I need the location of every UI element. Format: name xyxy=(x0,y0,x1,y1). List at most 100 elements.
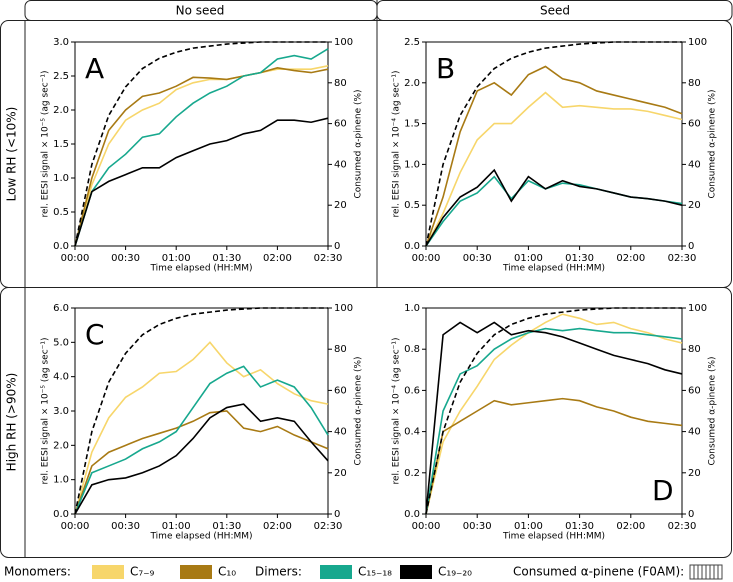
y2-tick-label: 80 xyxy=(334,78,347,89)
series-line xyxy=(74,410,329,515)
row-box xyxy=(0,20,732,288)
y2-tick-label: 20 xyxy=(334,200,347,211)
y-tick-label: 0.6 xyxy=(404,385,420,396)
legend-group-label: Dimers: xyxy=(255,565,302,579)
x-tick-label: 02:30 xyxy=(314,253,343,264)
y2-tick-label: 20 xyxy=(688,468,701,479)
series-line xyxy=(425,65,683,247)
y-axis-label: rel. EESI signal × 10⁻⁴ (ag sec⁻¹) xyxy=(392,70,402,217)
x-tick-label: 00:00 xyxy=(412,521,441,532)
series-line xyxy=(74,117,329,247)
y-tick-label: 0.0 xyxy=(404,241,420,252)
series-line xyxy=(425,168,683,247)
y2-tick-label: 80 xyxy=(334,344,347,355)
legend-label: C₁₀ xyxy=(218,565,236,579)
x-tick-label: 00:00 xyxy=(61,521,90,532)
x-tick-label: 02:30 xyxy=(668,253,697,264)
x-tick-label: 00:00 xyxy=(61,253,90,264)
x-tick-label: 00:30 xyxy=(463,521,492,532)
x-tick-label: 02:00 xyxy=(616,253,645,264)
panel-label: A xyxy=(85,52,104,85)
consumed-line xyxy=(425,41,682,247)
series-line xyxy=(425,321,683,515)
series-line xyxy=(425,91,683,247)
y2-tick-label: 40 xyxy=(688,159,701,170)
y2-tick-label: 100 xyxy=(334,37,353,48)
y-tick-label: 0.8 xyxy=(404,344,420,355)
x-tick-label: 00:00 xyxy=(412,253,441,264)
y2-axis-label: Consumed α-pinene (%) xyxy=(354,356,364,465)
x-tick-label: 01:00 xyxy=(514,253,543,264)
y-tick-label: 3.0 xyxy=(53,406,69,417)
series-line xyxy=(74,65,329,247)
y-tick-label: 4.0 xyxy=(53,372,69,383)
x-tick-label: 00:30 xyxy=(111,521,140,532)
consumed-line xyxy=(425,307,682,515)
series-line xyxy=(425,313,683,515)
legend-swatch xyxy=(400,565,432,579)
legend-swatch xyxy=(180,565,212,579)
y2-tick-label: 40 xyxy=(334,427,347,438)
x-tick-label: 00:30 xyxy=(463,253,492,264)
x-tick-label: 02:00 xyxy=(263,521,292,532)
y-tick-label: 1.5 xyxy=(404,119,420,130)
y-axis-label: rel. EESI signal × 10⁻⁴ (ag sec⁻¹) xyxy=(392,337,402,484)
y-tick-label: 0.0 xyxy=(53,509,69,520)
y-axis-label: rel. EESI signal × 10⁻⁵ (ag sec⁻¹) xyxy=(41,70,51,217)
legend-swatch xyxy=(689,564,723,580)
y2-tick-label: 0 xyxy=(688,241,694,252)
x-tick-label: 01:00 xyxy=(514,521,543,532)
x-axis-label: Time elapsed (HH:MM) xyxy=(502,264,605,274)
x-tick-label: 02:00 xyxy=(263,253,292,264)
series-line xyxy=(74,365,329,515)
row-box xyxy=(0,287,732,558)
series-line xyxy=(425,175,683,247)
y2-tick-label: 100 xyxy=(688,37,707,48)
consumed-line xyxy=(74,307,328,515)
y2-tick-label: 60 xyxy=(688,385,701,396)
y-tick-label: 0.0 xyxy=(404,509,420,520)
x-tick-label: 01:30 xyxy=(565,521,594,532)
legend-swatch xyxy=(92,565,124,579)
series-line xyxy=(74,341,329,515)
y-tick-label: 2.0 xyxy=(53,105,69,116)
plot-area xyxy=(74,307,329,515)
row-label: High RH (>90%) xyxy=(5,373,19,472)
y2-tick-label: 60 xyxy=(688,119,701,130)
y-tick-label: 2.5 xyxy=(53,71,69,82)
legend-label: Consumed α-pinene (F0AM): xyxy=(513,565,684,579)
y2-tick-label: 0 xyxy=(334,509,340,520)
plot-area xyxy=(74,41,329,247)
x-axis-label: Time elapsed (HH:MM) xyxy=(502,532,605,542)
y2-axis-label: Consumed α-pinene (%) xyxy=(354,89,364,198)
x-tick-label: 01:00 xyxy=(162,521,191,532)
series-line xyxy=(425,327,683,515)
y-tick-label: 1.5 xyxy=(53,139,69,150)
y2-tick-label: 40 xyxy=(688,427,701,438)
y-tick-label: 1.0 xyxy=(404,303,420,314)
series-line xyxy=(74,48,329,247)
y-tick-label: 3.0 xyxy=(53,37,69,48)
x-tick-label: 00:30 xyxy=(111,253,140,264)
y-tick-label: 0.4 xyxy=(404,427,420,438)
y-tick-label: 0.5 xyxy=(404,200,420,211)
plot-area xyxy=(425,307,683,515)
y2-tick-label: 20 xyxy=(334,468,347,479)
x-tick-label: 01:30 xyxy=(565,253,594,264)
y2-axis-label: Consumed α-pinene (%) xyxy=(708,356,718,465)
y2-tick-label: 0 xyxy=(688,509,694,520)
y-tick-label: 6.0 xyxy=(53,303,69,314)
legend-group-label: Monomers: xyxy=(4,565,71,579)
panel-label: B xyxy=(436,52,455,85)
y-tick-label: 2.5 xyxy=(404,37,420,48)
y-tick-label: 5.0 xyxy=(53,337,69,348)
y-tick-label: 1.0 xyxy=(53,173,69,184)
x-axis-label: Time elapsed (HH:MM) xyxy=(149,532,252,542)
y2-tick-label: 60 xyxy=(334,119,347,130)
y2-tick-label: 100 xyxy=(688,303,707,314)
x-tick-label: 01:30 xyxy=(212,521,241,532)
legend-label: C₇₋₉ xyxy=(130,565,155,579)
series-line xyxy=(425,397,683,515)
x-tick-label: 01:30 xyxy=(212,253,241,264)
